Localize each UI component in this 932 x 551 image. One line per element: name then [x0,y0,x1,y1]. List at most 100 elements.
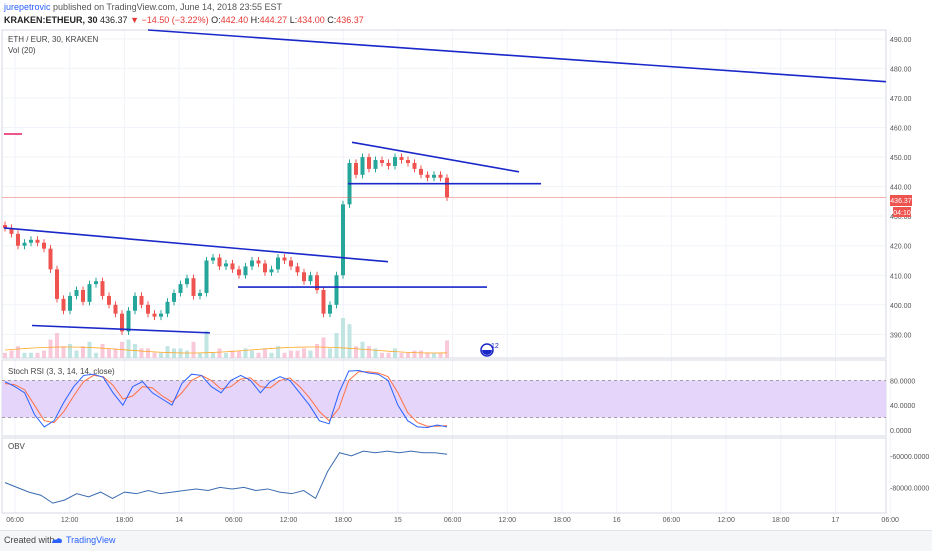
author-link[interactable]: jurepetrovic [4,2,51,12]
chart-area[interactable]: 80.0000 40.0000 0.0000 -60000.0000 -80000.0… [0,28,932,530]
time-tick-label: 12:00 [280,517,298,524]
candle-body [432,174,436,178]
candle-body [126,310,131,332]
candle-body [133,295,137,311]
volume-bar [42,350,46,358]
trendlines[interactable] [2,29,887,334]
candle-body [438,174,443,178]
candle-body [399,157,404,161]
volume-bar [172,348,176,358]
candle-body [61,298,66,311]
candle-body [360,157,365,175]
candle-body [178,284,183,293]
volume-bar [328,348,332,358]
candle-body [412,162,417,169]
time-tick-label: 06:00 [225,517,243,524]
volume-legend: Vol (20) [8,46,36,55]
volume-bar [191,341,196,358]
candle-body [94,281,98,285]
volume-bar [126,339,131,358]
candle-body [354,162,358,175]
volume-bar [432,352,436,358]
volume-bar [87,341,92,358]
pane-frame [1,437,887,514]
candle-body [204,260,209,293]
volume-bar [165,346,170,358]
volume-bar [250,350,254,358]
candle-body [386,162,391,166]
volume-bar [133,344,137,358]
volume-bar [380,352,384,358]
candle-body [81,290,85,302]
price-tick-label: 430.00 [890,214,912,221]
volume-bar [159,352,163,358]
volume-bar [22,352,27,358]
candle-body [48,248,53,270]
candle-body [139,295,144,305]
volume-bar [412,350,417,358]
countdown-badge-text: 04:10 [893,210,911,217]
symbol-label: KRAKEN:ETHEUR, 30 [4,15,98,25]
candle-body [269,269,274,273]
instrument-legend: ETH / EUR, 30, KRAKEN [8,35,98,44]
price-tick-label: 410.00 [890,273,912,280]
volume-ma-line [4,346,448,354]
volume-bar [256,352,261,358]
pane-frames [1,29,887,514]
time-tick-label: 15 [394,517,402,524]
price-tick-label: 420.00 [890,244,912,251]
trendline-triangle-top [351,141,520,173]
volume-bar [211,352,215,358]
candle-body [35,239,40,243]
candle-body [146,304,150,314]
price-tick-label: 450.00 [890,155,912,162]
time-tick-label: 06:00 [881,517,899,524]
volume-bars [3,318,449,358]
volume-bar [347,324,352,358]
price-axis: 490.00 480.00 470.00 460.00 450.00 440.00 430.… [890,37,912,339]
volume-bar [315,344,319,358]
created-with-text: Created with [4,535,55,545]
pane-frame [1,29,887,359]
volume-bar [302,348,306,358]
volume-bar [35,352,40,358]
low-label: L: [289,15,298,25]
event-marker-count: 12 [491,343,499,350]
event-marker[interactable]: 12 [480,343,499,357]
candle-body [367,157,371,169]
tradingview-brand-link[interactable]: TradingView [66,535,116,545]
candle-body [341,204,345,276]
candle-body [445,177,449,198]
volume-bar [16,346,20,358]
stoch-band [2,380,886,418]
high-value: 444.27 [259,15,288,25]
candle-body [22,242,27,246]
volume-bar [399,352,404,358]
time-tick-label: 12:00 [61,517,79,524]
header-bar: jurepetrovic published on TradingView.co… [0,0,932,28]
volume-bar [81,346,85,358]
volume-bar [373,348,378,358]
volume-bar [152,352,157,358]
candle-body [406,160,410,163]
countdown-badge: 04:10 [893,207,911,217]
time-tick-label: 14 [175,517,183,524]
candle-body [113,304,118,314]
candle-body [334,275,339,305]
time-tick-label: 18:00 [334,517,352,524]
candle-body [393,157,397,166]
volume-bar [217,348,222,358]
candle-body [120,313,124,332]
candle-body [191,278,196,296]
open-label: O: [211,15,221,25]
candle-body [3,225,7,228]
volume-bar [198,352,202,358]
volume-bar [204,330,209,358]
volume-bar [68,344,72,358]
stoch-legend: Stoch RSI (3, 3, 14, 14, close) [8,367,115,376]
candle-body [315,275,319,291]
time-tick-label: 18:00 [553,517,571,524]
candle-body [230,263,235,270]
candle-body [100,281,105,296]
candle-body [328,304,332,314]
